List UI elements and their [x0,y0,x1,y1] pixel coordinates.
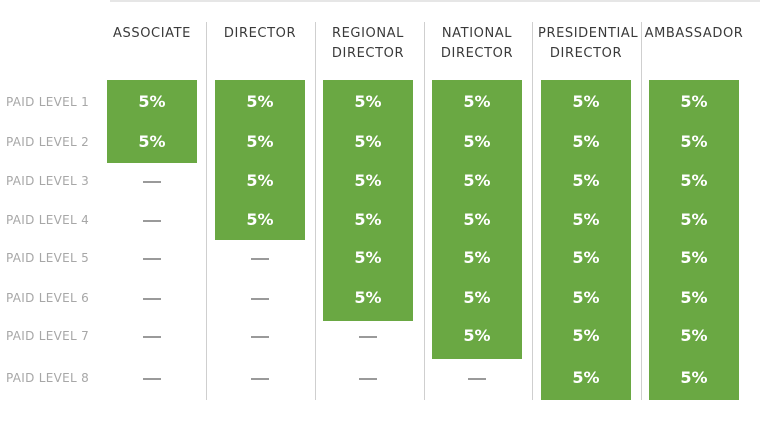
column-divider [206,22,207,400]
row-label-paid-level-3: PAID LEVEL 3 [6,174,90,188]
column-header-regional-director: REGIONAL DIRECTOR [331,26,405,61]
column-divider [641,22,642,400]
column-header-ambassador: AMBASSADOR [644,26,744,41]
not-eligible-dash [251,378,269,380]
percentage-cell: 5% [463,326,491,345]
percentage-cell: 5% [572,132,600,151]
percentage-cell: 5% [463,248,491,267]
eligible-block-associate [107,80,197,163]
not-eligible-dash [143,378,161,380]
percentage-cell: 5% [572,326,600,345]
percentage-cell: 5% [354,132,382,151]
percentage-cell: 5% [463,132,491,151]
percentage-cell: 5% [463,171,491,190]
row-label-paid-level-1: PAID LEVEL 1 [6,95,90,109]
percentage-cell: 5% [138,132,166,151]
not-eligible-dash [143,181,161,183]
not-eligible-dash [143,298,161,300]
percentage-cell: 5% [572,368,600,387]
percentage-cell: 5% [463,210,491,229]
percentage-cell: 5% [354,210,382,229]
column-header-director: DIRECTOR [223,26,297,41]
percentage-cell: 5% [572,92,600,111]
eligible-block-ambassador [649,80,739,400]
row-label-paid-level-5: PAID LEVEL 5 [6,251,90,265]
not-eligible-dash [468,378,486,380]
eligible-block-presidential-director [541,80,631,400]
column-divider [532,22,533,400]
percentage-cell: 5% [463,92,491,111]
percentage-cell: 5% [680,210,708,229]
percentage-cell: 5% [572,248,600,267]
column-header-presidential-director: PRESIDENTIAL DIRECTOR [538,26,639,61]
percentage-cell: 5% [246,171,274,190]
row-label-paid-level-4: PAID LEVEL 4 [6,213,90,227]
percentage-cell: 5% [680,288,708,307]
percentage-cell: 5% [572,210,600,229]
percentage-cell: 5% [246,210,274,229]
not-eligible-dash [251,258,269,260]
percentage-cell: 5% [680,171,708,190]
eligible-block-national-director [432,80,522,359]
percentage-cell: 5% [680,326,708,345]
column-header-associate: ASSOCIATE [113,26,191,41]
row-label-paid-level-8: PAID LEVEL 8 [6,371,90,385]
percentage-cell: 5% [463,288,491,307]
percentage-cell: 5% [246,132,274,151]
percentage-cell: 5% [354,288,382,307]
not-eligible-dash [143,336,161,338]
not-eligible-dash [251,298,269,300]
percentage-cell: 5% [680,132,708,151]
percentage-cell: 5% [572,171,600,190]
eligible-block-regional-director [323,80,413,321]
percentage-cell: 5% [246,92,274,111]
column-divider [424,22,425,400]
percentage-cell: 5% [354,171,382,190]
percentage-cell: 5% [680,248,708,267]
percentage-cell: 5% [680,368,708,387]
eligible-block-director [215,80,305,240]
top-rule [110,0,760,2]
percentage-cell: 5% [354,248,382,267]
column-header-national-director: NATIONAL DIRECTOR [440,26,514,61]
percentage-cell: 5% [572,288,600,307]
row-label-paid-level-2: PAID LEVEL 2 [6,135,90,149]
not-eligible-dash [359,336,377,338]
row-label-paid-level-6: PAID LEVEL 6 [6,291,90,305]
not-eligible-dash [143,220,161,222]
percentage-cell: 5% [354,92,382,111]
not-eligible-dash [143,258,161,260]
percentage-cell: 5% [680,92,708,111]
column-divider [315,22,316,400]
percentage-cell: 5% [138,92,166,111]
not-eligible-dash [251,336,269,338]
not-eligible-dash [359,378,377,380]
row-label-paid-level-7: PAID LEVEL 7 [6,329,90,343]
